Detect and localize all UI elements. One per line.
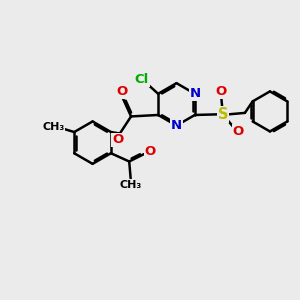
Text: N: N	[189, 87, 200, 100]
Text: O: O	[116, 85, 127, 98]
Text: CH₃: CH₃	[119, 180, 142, 190]
Text: N: N	[171, 119, 182, 132]
Text: CH₃: CH₃	[43, 122, 65, 132]
Text: O: O	[233, 125, 244, 138]
Text: O: O	[112, 134, 123, 146]
Text: O: O	[145, 145, 156, 158]
Text: Cl: Cl	[135, 73, 149, 86]
Text: S: S	[218, 107, 228, 122]
Text: O: O	[216, 85, 227, 98]
